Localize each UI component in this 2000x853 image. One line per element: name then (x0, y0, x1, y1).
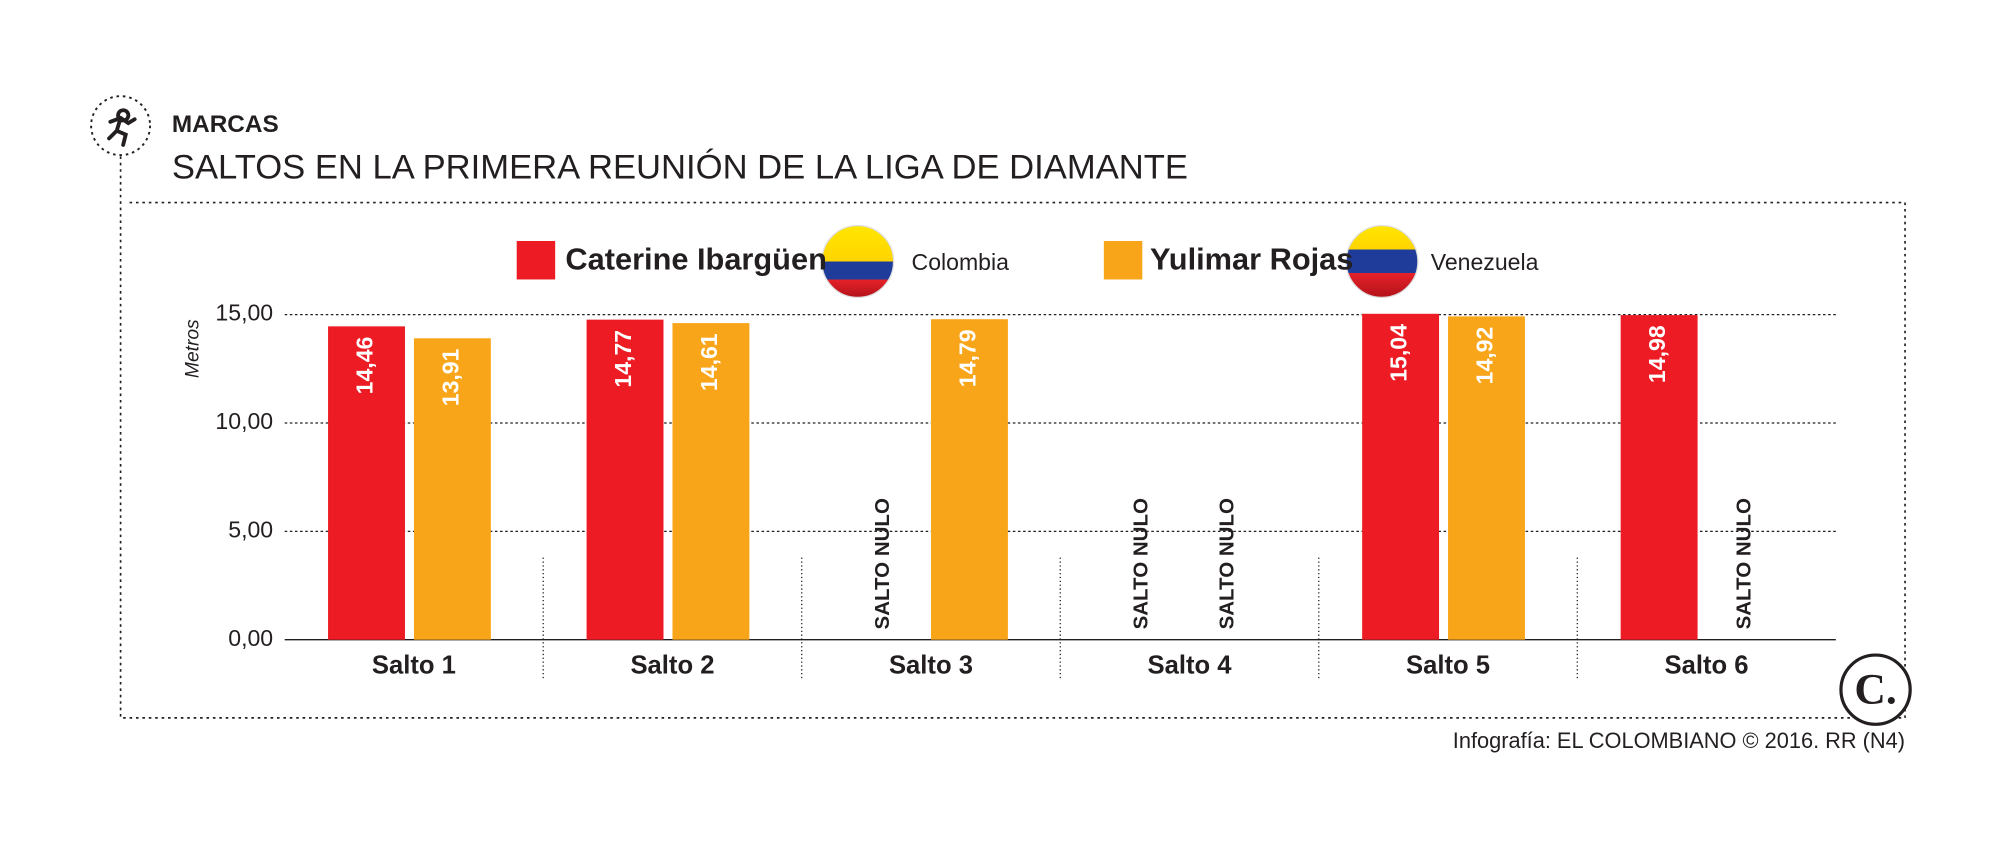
null-label: SALTO NULO (871, 498, 894, 629)
null-label: SALTO NULO (1732, 498, 1755, 629)
y-tick-label: 5,00 (228, 516, 273, 542)
x-tick-label: Salto 6 (1665, 651, 1749, 679)
source: Infografía: EL COLOMBIANO © 2016. RR (N4… (1453, 728, 1905, 753)
x-tick-label: Salto 5 (1406, 651, 1490, 679)
bar (930, 319, 1008, 640)
value-label: 14,92 (1472, 327, 1498, 385)
bar (586, 319, 664, 640)
bar (328, 326, 405, 640)
legend-swatch (516, 241, 556, 280)
null-label: SALTO NULO (1215, 498, 1238, 629)
legend-country: Venezuela (1431, 249, 1539, 275)
icon (90, 95, 152, 157)
bar (672, 323, 750, 640)
value-label: 14,77 (610, 330, 636, 388)
y-tick-label: 10,00 (215, 408, 273, 434)
bar (413, 338, 491, 640)
value-label: 13,91 (437, 348, 463, 406)
x-tick-label: Salto 2 (630, 651, 714, 679)
bar (1448, 316, 1525, 640)
bar (1362, 313, 1440, 640)
bar (1620, 315, 1698, 640)
legend-swatch (1103, 241, 1143, 280)
value-label: 14,79 (955, 329, 981, 387)
y-tick-label: 15,00 (215, 300, 273, 326)
flag-colombia (821, 224, 895, 299)
value-label: 14,61 (696, 333, 722, 391)
flag-venezuela (1345, 224, 1419, 299)
legend-label: Caterine Ibargüen (565, 242, 826, 277)
x-tick-label: Salto 4 (1147, 651, 1232, 679)
value-label: 14,46 (352, 337, 378, 395)
null-label: SALTO NULO (1130, 498, 1153, 629)
runner-icon (107, 108, 137, 147)
value-label: 15,04 (1386, 324, 1412, 382)
value-label: 14,98 (1644, 325, 1670, 383)
x-tick-label: Salto 3 (889, 651, 973, 679)
y-axis-label: Metros (183, 319, 204, 378)
logo-ring (1839, 653, 1912, 726)
legend-country: Colombia (912, 249, 1010, 275)
x-tick-label: Salto 1 (372, 651, 456, 679)
logo: C. (1854, 666, 1896, 714)
y-tick-label: 0,00 (228, 625, 273, 651)
section-label: MARCAS (172, 111, 279, 138)
legend-label: Yulimar Rojas (1150, 242, 1353, 277)
title: SALTOS EN LA PRIMERA REUNIÓN DE LA LIGA … (172, 147, 1188, 186)
